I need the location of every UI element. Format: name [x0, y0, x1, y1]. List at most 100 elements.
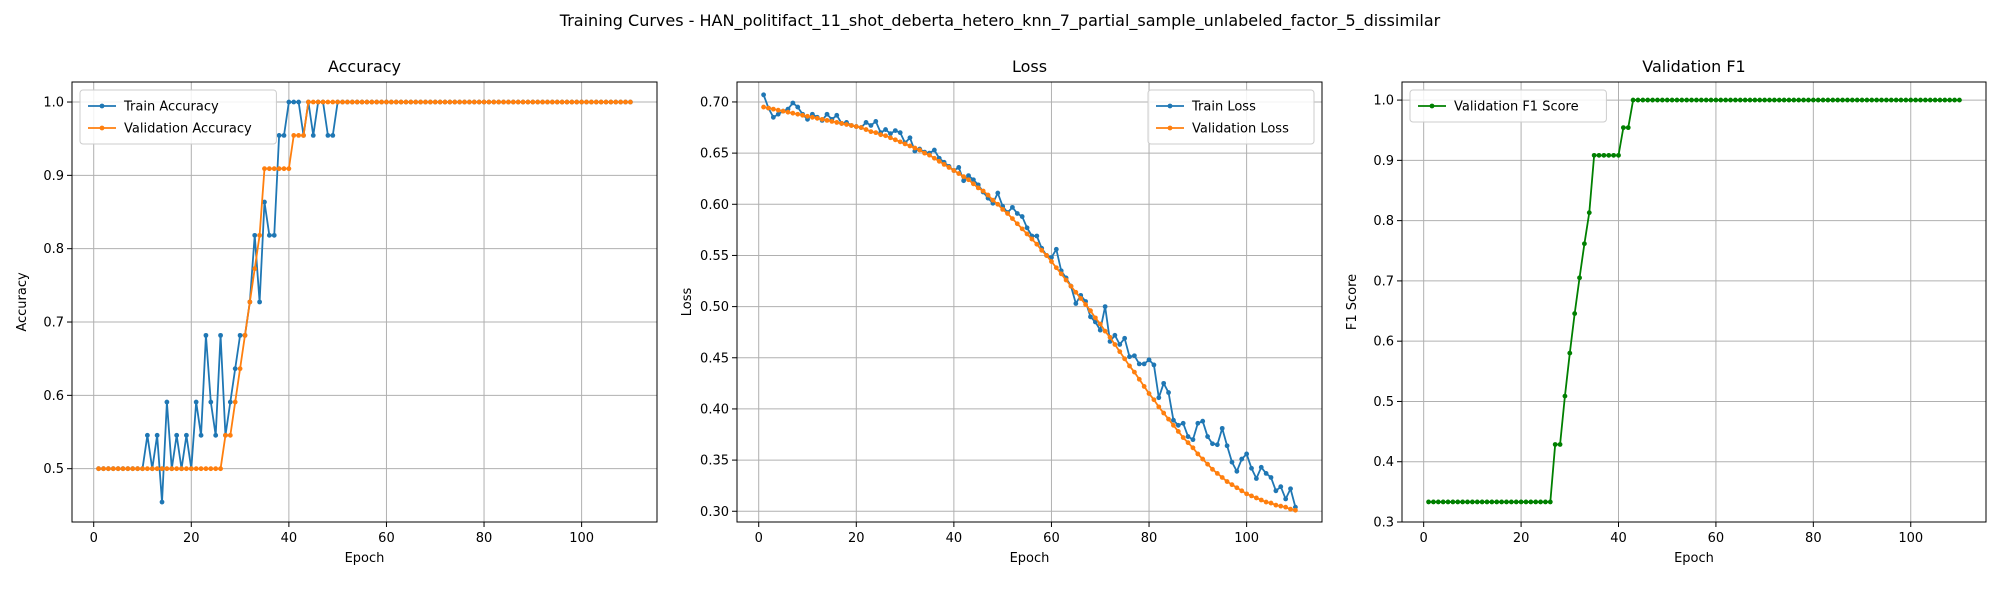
accuracy-ytick-label: 0.8 — [43, 242, 64, 257]
f1-data-point — [1616, 152, 1621, 158]
loss-legend-label: Validation Loss — [1192, 122, 1289, 137]
loss-data-point — [892, 128, 898, 134]
accuracy-data-point — [452, 99, 458, 105]
f1-data-point — [1460, 499, 1466, 505]
loss-data-point — [868, 123, 874, 128]
loss-data-point — [1180, 420, 1186, 426]
loss-data-point — [1268, 500, 1274, 506]
loss-xlabel: Epoch — [1010, 551, 1050, 566]
loss-data-point — [1283, 496, 1289, 502]
accuracy-subplot: 0 20 40 60 80 100 0.5 0.6 0.7 0.8 0.9 1.0 Accuracy Ep… — [15, 57, 658, 566]
loss-data-point — [1146, 391, 1152, 396]
f1-data-point — [1742, 97, 1748, 103]
loss-data-point — [1224, 479, 1230, 484]
loss-data-point — [1102, 328, 1108, 334]
loss-data-point — [873, 119, 879, 124]
f1-data-point — [1869, 97, 1875, 103]
accuracy-data-point — [427, 99, 433, 105]
accuracy-data-point — [164, 399, 170, 405]
accuracy-data-point — [266, 232, 272, 238]
loss-data-point — [980, 188, 986, 194]
accuracy-data-point — [140, 466, 145, 472]
accuracy-data-point — [115, 466, 121, 472]
accuracy-xtick-label: 40 — [281, 531, 298, 546]
f1-data-point — [1440, 499, 1446, 505]
f1-data-point — [1659, 97, 1665, 103]
f1-data-point — [1445, 499, 1451, 505]
loss-data-point — [761, 92, 766, 98]
loss-data-point — [844, 122, 849, 127]
loss-legend: Train Loss Validation Loss — [1147, 89, 1315, 145]
accuracy-data-point — [203, 332, 209, 338]
accuracy-data-point — [237, 366, 243, 372]
accuracy-data-point — [266, 166, 272, 172]
loss-data-point — [1122, 356, 1128, 362]
loss-data-point — [1024, 231, 1030, 237]
loss-data-point — [839, 121, 845, 126]
f1-data-point — [1625, 125, 1631, 131]
loss-data-point — [858, 125, 864, 130]
loss-data-point — [766, 105, 771, 111]
loss-data-point — [1117, 349, 1123, 355]
f1-data-point — [1484, 499, 1490, 505]
loss-data-point — [1263, 471, 1269, 476]
f1-data-point — [1455, 499, 1461, 505]
accuracy-data-point — [564, 99, 570, 105]
accuracy-data-point — [584, 99, 589, 105]
accuracy-data-point — [628, 99, 633, 105]
loss-data-point — [1195, 451, 1201, 457]
loss-data-point — [1249, 465, 1254, 471]
loss-data-point — [1234, 485, 1240, 491]
loss-data-point — [1151, 397, 1157, 403]
loss-data-point — [897, 130, 903, 136]
accuracy-data-point — [110, 466, 116, 472]
accuracy-ytick-label: 0.6 — [43, 389, 64, 404]
f1-data-point — [1591, 152, 1597, 158]
accuracy-data-point — [101, 466, 106, 472]
accuracy-data-point — [579, 99, 585, 105]
f1-data-point — [1567, 350, 1573, 356]
accuracy-data-point — [257, 232, 262, 238]
loss-legend-entry: Validation Loss — [1156, 122, 1289, 137]
loss-data-point — [1249, 493, 1254, 499]
accuracy-data-point — [271, 232, 277, 238]
f1-data-point — [1757, 97, 1763, 103]
loss-data-point — [1083, 302, 1089, 307]
f1-subplot: 0 20 40 60 80 100 0.3 0.4 0.5 0.6 0.7 0.8 0.9 1.0 Vali… — [1345, 57, 1987, 566]
loss-data-point — [1136, 376, 1142, 382]
accuracy-data-point — [384, 99, 389, 105]
accuracy-data-point — [471, 99, 477, 105]
accuracy-data-point — [369, 99, 375, 105]
accuracy-ylabel: Accuracy — [15, 272, 30, 332]
f1-data-point — [1830, 97, 1836, 103]
loss-ytick-label: 0.70 — [700, 95, 729, 110]
loss-data-point — [1239, 456, 1245, 462]
f1-data-point — [1601, 152, 1607, 158]
loss-data-point — [1283, 504, 1289, 510]
accuracy-data-point — [515, 99, 521, 105]
f1-data-point — [1630, 97, 1636, 103]
f1-data-point — [1577, 275, 1582, 281]
loss-data-point — [883, 127, 888, 132]
loss-data-point — [1244, 491, 1250, 497]
accuracy-data-point — [510, 99, 516, 105]
loss-data-point — [1161, 380, 1167, 386]
f1-data-point — [1694, 97, 1699, 103]
f1-data-point — [1586, 210, 1592, 216]
f1-data-point — [1747, 97, 1753, 103]
f1-data-point — [1888, 97, 1894, 103]
f1-ylabel: F1 Score — [1345, 274, 1360, 330]
loss-data-point — [931, 155, 937, 161]
loss-data-point — [1112, 332, 1118, 338]
accuracy-legend-entry: Validation Accuracy — [88, 122, 252, 137]
loss-data-point — [863, 120, 869, 125]
f1-data-point — [1937, 97, 1943, 103]
accuracy-data-point — [213, 432, 219, 438]
loss-data-point — [951, 168, 957, 173]
accuracy-xlabel: Epoch — [345, 551, 385, 566]
loss-data-point — [770, 114, 776, 120]
f1-data-point — [1927, 97, 1933, 103]
loss-data-point — [1044, 253, 1049, 258]
accuracy-data-point — [242, 332, 248, 338]
